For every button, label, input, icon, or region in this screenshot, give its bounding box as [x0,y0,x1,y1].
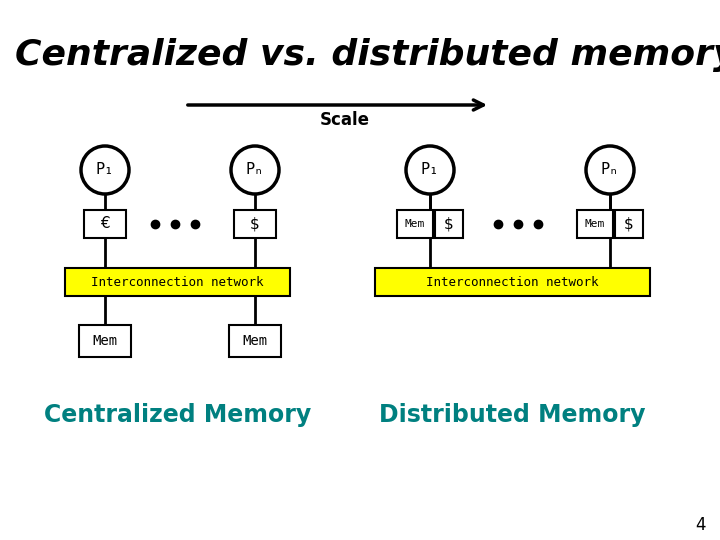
Text: P₁: P₁ [421,163,439,178]
Bar [65,268,290,296]
Text: Interconnection network: Interconnection network [426,275,599,288]
Bar [397,210,433,238]
Bar [577,210,613,238]
Text: Pₙ: Pₙ [601,163,619,178]
Text: Scale: Scale [320,111,370,129]
Bar [84,210,126,238]
Text: Centralized Memory: Centralized Memory [44,403,311,427]
Text: Mem: Mem [243,334,268,348]
Bar [375,268,650,296]
Text: Centralized vs. distributed memory: Centralized vs. distributed memory [15,38,720,72]
Text: Distributed Memory: Distributed Memory [379,403,646,427]
Circle shape [81,146,129,194]
Circle shape [231,146,279,194]
Bar [615,210,643,238]
Text: Pₙ: Pₙ [246,163,264,178]
Text: $: $ [624,217,634,232]
Bar [79,325,131,357]
Text: Mem: Mem [405,219,425,229]
Circle shape [586,146,634,194]
Bar [234,210,276,238]
Text: Mem: Mem [92,334,117,348]
Circle shape [406,146,454,194]
Bar [435,210,463,238]
Text: P₁: P₁ [96,163,114,178]
Text: Interconnection network: Interconnection network [91,275,264,288]
Text: €: € [100,217,110,232]
Bar [229,325,281,357]
Text: 4: 4 [695,516,706,534]
Text: $: $ [444,217,454,232]
Text: $: $ [250,217,260,232]
Text: Mem: Mem [585,219,605,229]
